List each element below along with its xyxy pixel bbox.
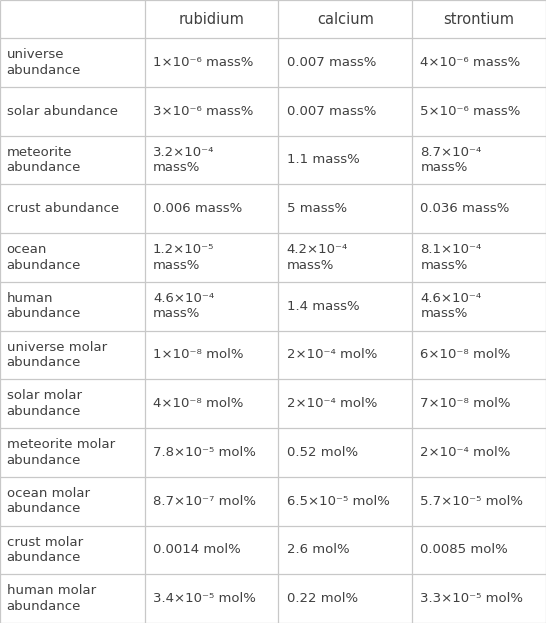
Text: ocean
abundance: ocean abundance xyxy=(7,243,81,272)
Text: 8.1×10⁻⁴
mass%: 8.1×10⁻⁴ mass% xyxy=(420,243,482,272)
Text: 0.0085 mol%: 0.0085 mol% xyxy=(420,543,508,556)
Text: 1×10⁻⁶ mass%: 1×10⁻⁶ mass% xyxy=(153,56,253,69)
Text: calcium: calcium xyxy=(317,11,374,27)
Text: rubidium: rubidium xyxy=(179,11,245,27)
Text: 0.007 mass%: 0.007 mass% xyxy=(287,56,376,69)
Text: 3.2×10⁻⁴
mass%: 3.2×10⁻⁴ mass% xyxy=(153,146,214,174)
Text: 7.8×10⁻⁵ mol%: 7.8×10⁻⁵ mol% xyxy=(153,446,256,459)
Text: 4.2×10⁻⁴
mass%: 4.2×10⁻⁴ mass% xyxy=(287,243,348,272)
Text: 0.22 mol%: 0.22 mol% xyxy=(287,592,358,605)
Text: 2×10⁻⁴ mol%: 2×10⁻⁴ mol% xyxy=(287,348,377,361)
Text: 6.5×10⁻⁵ mol%: 6.5×10⁻⁵ mol% xyxy=(287,495,389,508)
Text: 1.4 mass%: 1.4 mass% xyxy=(287,300,359,313)
Text: crust abundance: crust abundance xyxy=(7,202,118,215)
Text: 3.4×10⁻⁵ mol%: 3.4×10⁻⁵ mol% xyxy=(153,592,256,605)
Text: human molar
abundance: human molar abundance xyxy=(7,584,96,613)
Text: 0.006 mass%: 0.006 mass% xyxy=(153,202,242,215)
Text: meteorite molar
abundance: meteorite molar abundance xyxy=(7,438,115,467)
Text: meteorite
abundance: meteorite abundance xyxy=(7,146,81,174)
Text: solar abundance: solar abundance xyxy=(7,105,117,118)
Text: 1×10⁻⁸ mol%: 1×10⁻⁸ mol% xyxy=(153,348,244,361)
Text: 0.52 mol%: 0.52 mol% xyxy=(287,446,358,459)
Text: 4×10⁻⁸ mol%: 4×10⁻⁸ mol% xyxy=(153,397,244,410)
Text: universe molar
abundance: universe molar abundance xyxy=(7,341,106,369)
Text: 2.6 mol%: 2.6 mol% xyxy=(287,543,349,556)
Text: 5.7×10⁻⁵ mol%: 5.7×10⁻⁵ mol% xyxy=(420,495,524,508)
Text: ocean molar
abundance: ocean molar abundance xyxy=(7,487,90,515)
Text: 5 mass%: 5 mass% xyxy=(287,202,347,215)
Text: crust molar
abundance: crust molar abundance xyxy=(7,536,82,564)
Text: 2×10⁻⁴ mol%: 2×10⁻⁴ mol% xyxy=(287,397,377,410)
Text: human
abundance: human abundance xyxy=(7,292,81,320)
Text: 0.007 mass%: 0.007 mass% xyxy=(287,105,376,118)
Text: 8.7×10⁻⁴
mass%: 8.7×10⁻⁴ mass% xyxy=(420,146,482,174)
Text: 5×10⁻⁶ mass%: 5×10⁻⁶ mass% xyxy=(420,105,521,118)
Text: 4×10⁻⁶ mass%: 4×10⁻⁶ mass% xyxy=(420,56,521,69)
Text: 0.0014 mol%: 0.0014 mol% xyxy=(153,543,241,556)
Text: 4.6×10⁻⁴
mass%: 4.6×10⁻⁴ mass% xyxy=(420,292,482,320)
Text: 3.3×10⁻⁵ mol%: 3.3×10⁻⁵ mol% xyxy=(420,592,524,605)
Text: 6×10⁻⁸ mol%: 6×10⁻⁸ mol% xyxy=(420,348,511,361)
Text: 3×10⁻⁶ mass%: 3×10⁻⁶ mass% xyxy=(153,105,253,118)
Text: 4.6×10⁻⁴
mass%: 4.6×10⁻⁴ mass% xyxy=(153,292,214,320)
Text: strontium: strontium xyxy=(443,11,515,27)
Text: 0.036 mass%: 0.036 mass% xyxy=(420,202,510,215)
Text: 7×10⁻⁸ mol%: 7×10⁻⁸ mol% xyxy=(420,397,511,410)
Text: 2×10⁻⁴ mol%: 2×10⁻⁴ mol% xyxy=(420,446,511,459)
Text: solar molar
abundance: solar molar abundance xyxy=(7,389,81,418)
Text: 8.7×10⁻⁷ mol%: 8.7×10⁻⁷ mol% xyxy=(153,495,256,508)
Text: universe
abundance: universe abundance xyxy=(7,48,81,77)
Text: 1.2×10⁻⁵
mass%: 1.2×10⁻⁵ mass% xyxy=(153,243,214,272)
Text: 1.1 mass%: 1.1 mass% xyxy=(287,153,359,166)
